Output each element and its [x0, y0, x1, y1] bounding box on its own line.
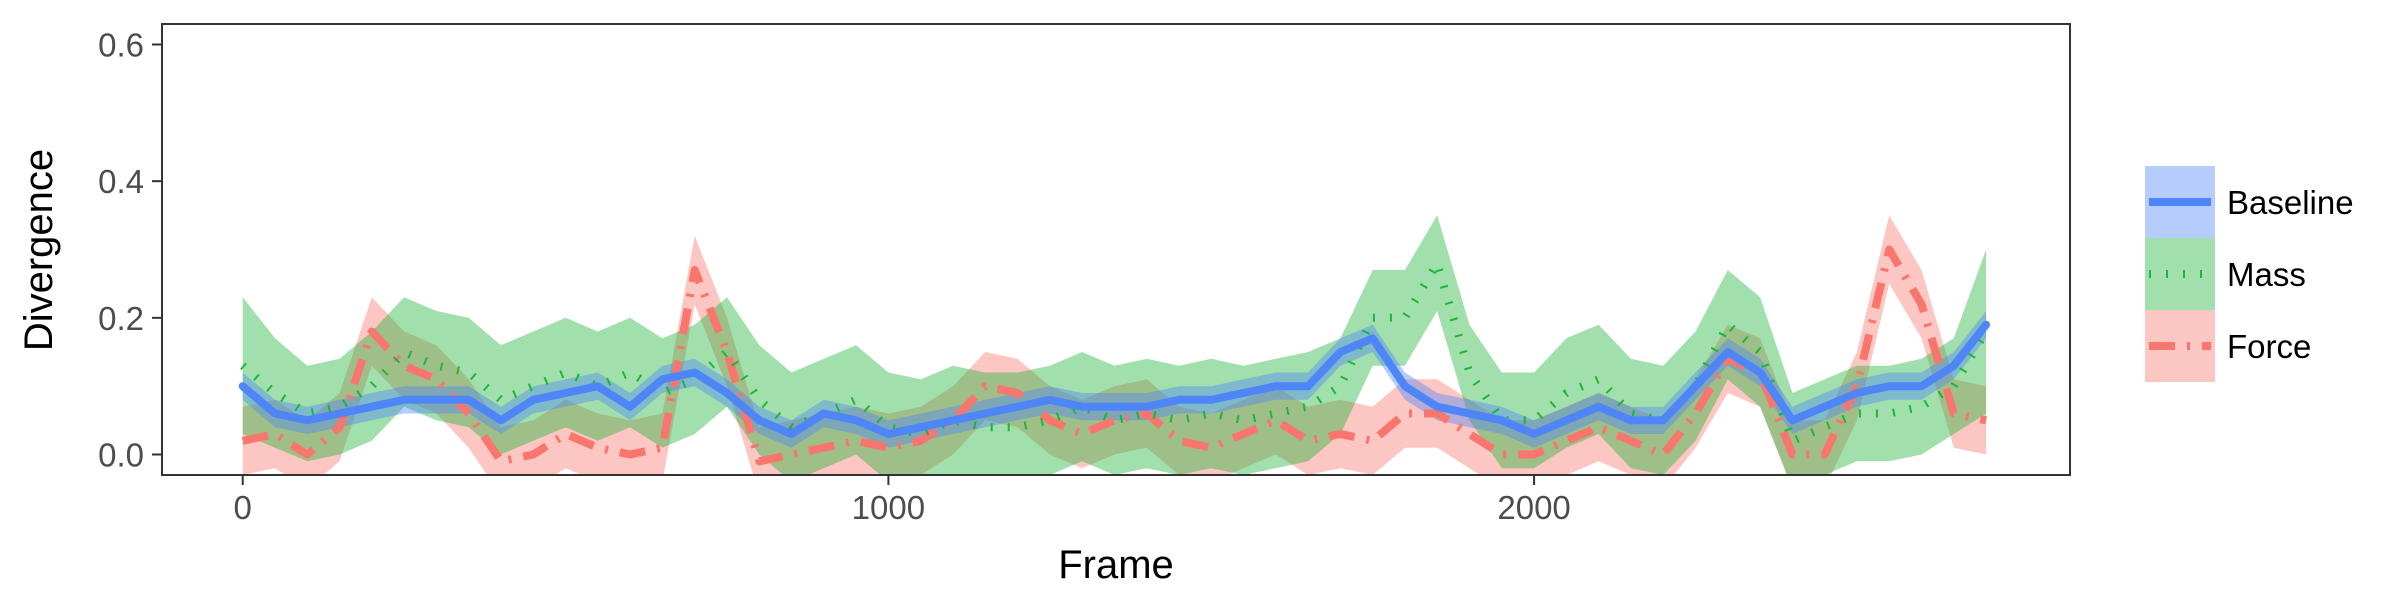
ribbon-baseline [242, 311, 1987, 448]
ribbon-mass [242, 215, 1987, 475]
legend-item-force: Force [2145, 310, 2311, 382]
legend-item-mass: Mass [2145, 238, 2306, 310]
y-tick-label: 0.2 [98, 300, 144, 337]
x-tick-label: 1000 [852, 489, 925, 526]
x-tick-label: 2000 [1497, 489, 1570, 526]
plot-border [161, 23, 2071, 476]
legend-label: Force [2227, 328, 2311, 365]
y-tick-label: 0.6 [98, 27, 144, 64]
y-tick-label: 0.0 [98, 437, 144, 474]
legend-label: Baseline [2227, 184, 2354, 221]
y-axis: 0.0 0.2 0.4 0.6 [98, 27, 162, 474]
series-line-baseline [238, 320, 1991, 438]
x-axis-title: Frame [1058, 543, 1174, 587]
y-tick-label: 0.4 [98, 163, 144, 200]
legend-item-baseline: Baseline [2145, 166, 2354, 238]
x-axis: 0 1000 2000 [234, 475, 1571, 526]
series-line-force [241, 245, 1987, 466]
plot-background [162, 24, 2070, 475]
y-axis-title: Divergence [17, 149, 61, 351]
legend: Baseline Mass Force [2145, 166, 2354, 382]
series-lines [238, 245, 1991, 466]
legend-label: Mass [2227, 256, 2306, 293]
legend-key-fill [2145, 238, 2215, 310]
x-tick-label: 0 [234, 489, 252, 526]
